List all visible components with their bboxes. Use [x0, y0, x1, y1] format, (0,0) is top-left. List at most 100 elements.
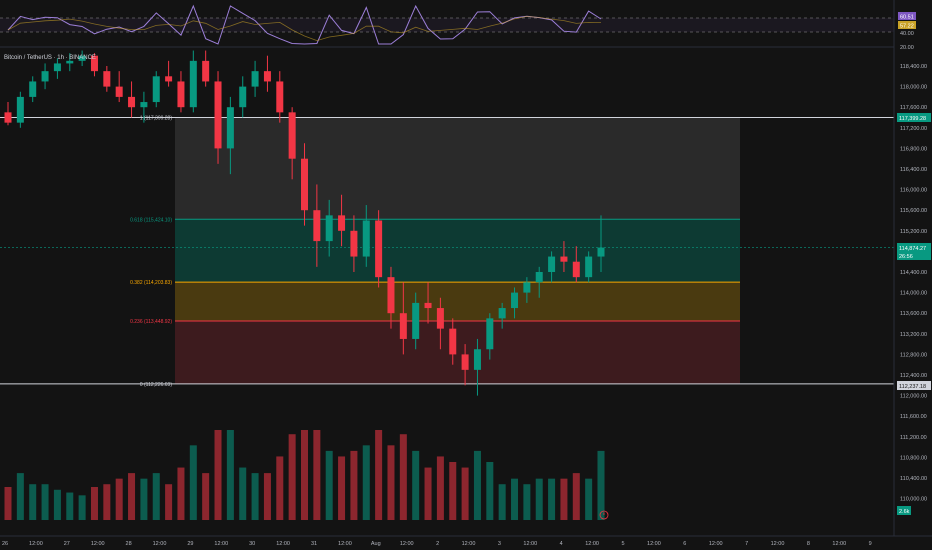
candle-body [387, 277, 395, 314]
price-tick-label: 116,400.00 [900, 167, 927, 173]
candle-body [375, 220, 383, 278]
price-axis-labels: 118,400.00 118,000.00 117,600.00 117,200.00… [900, 64, 927, 503]
fib-level-label: 1 (117,399.28) [140, 116, 172, 122]
volume-bar [585, 478, 593, 520]
volume-bar [473, 450, 481, 520]
volume-bar [424, 467, 432, 520]
current-price-label: 114,874.27 [899, 246, 926, 252]
volume-bar [523, 484, 531, 520]
price-axis[interactable] [894, 0, 932, 536]
time-tick-label: 5 [621, 541, 624, 547]
volume-bar [399, 434, 407, 520]
rsi-value-tag [898, 12, 916, 20]
volume-bar [4, 487, 12, 520]
candle-body [276, 81, 284, 113]
volume-bar [165, 484, 173, 520]
clock-icon[interactable] [599, 510, 609, 520]
volume-bar [375, 430, 383, 520]
fib-zone [175, 282, 740, 321]
volume-bar [90, 487, 98, 520]
volume-bar [202, 473, 210, 520]
volume-bar [276, 456, 284, 520]
volume-bar [387, 445, 395, 520]
rsi-pane [0, 0, 894, 46]
time-tick-label: 29 [187, 541, 193, 547]
time-tick-label: 12:00 [153, 541, 167, 547]
time-axis[interactable] [0, 536, 932, 550]
fib-level-label: 0.382 (114,203.83) [130, 280, 172, 286]
candle-body [412, 302, 420, 339]
symbol-title: Bitcoin / TetherUS · 1h · BINANCE [4, 55, 96, 61]
time-tick-label: 12:00 [462, 541, 476, 547]
fib-level-label: 0.618 (115,424.10) [130, 217, 172, 223]
price-tick-label: 118,000.00 [900, 85, 927, 91]
price-tick-label: 112,400.00 [900, 373, 927, 379]
candle-body [90, 55, 98, 72]
fib-bottom-price-tag [897, 381, 931, 390]
rsi-line [7, 4, 602, 45]
volume-bar [29, 484, 37, 520]
time-tick-label: 28 [126, 541, 132, 547]
candle-body [572, 261, 580, 278]
candle-body [16, 96, 24, 123]
fib-top-price-label: 117,399.28 [899, 116, 926, 122]
volume-bar [560, 478, 568, 520]
volume-bar [412, 450, 420, 520]
time-tick-label: 31 [311, 541, 317, 547]
candle-body [251, 71, 259, 87]
candle-body [103, 71, 111, 87]
candle-body [424, 302, 432, 309]
volume-bar [251, 473, 259, 520]
current-price-tag [897, 243, 931, 260]
volume-bar [16, 473, 24, 520]
candle-body [560, 256, 568, 262]
candle-body [177, 81, 185, 108]
volume-bar [535, 478, 543, 520]
price-tick-label: 110,000.00 [900, 497, 927, 503]
time-tick-label: 12:00 [523, 541, 537, 547]
fib-zone [175, 320, 740, 384]
volume-bar [103, 484, 111, 520]
rsi-level-40-label: 40.00 [900, 31, 914, 37]
rsi-value-label: 60.51 [900, 15, 914, 21]
candle-body [511, 292, 519, 309]
price-tick-label: 112,800.00 [900, 352, 927, 358]
candle-body [325, 215, 333, 242]
fib-level-label: 0.236 (113,448.92) [130, 319, 172, 325]
volume-bar [436, 456, 444, 520]
price-tick-label: 115,600.00 [900, 208, 927, 214]
candle-body [226, 107, 234, 149]
candle-body [362, 220, 370, 257]
time-tick-label: 12:00 [771, 541, 785, 547]
price-tick-label: 117,600.00 [900, 105, 927, 111]
volume-bar [263, 473, 271, 520]
price-tick-label: 110,800.00 [900, 455, 927, 461]
time-tick-label: Aug [371, 541, 381, 547]
volume-bar [511, 478, 519, 520]
time-tick-label: 12:00 [276, 541, 290, 547]
candle-body [4, 112, 12, 123]
fib-zone [175, 117, 740, 220]
fib-retracement[interactable]: 1 (117,399.28) 0.618 (115,424.10) 0.382 (1… [0, 116, 894, 388]
price-tick-label: 111,200.00 [900, 435, 927, 441]
volume-bar [152, 473, 160, 520]
time-tick-label: 12:00 [585, 541, 599, 547]
candle-body [263, 71, 271, 82]
candle-body [523, 282, 531, 293]
rsi-level-20-label: 20.00 [900, 45, 914, 51]
volume-bar [498, 484, 506, 520]
price-tick-label: 114,400.00 [900, 270, 927, 276]
volume-bar [66, 492, 74, 520]
volume-bar [214, 430, 222, 520]
candle-body [214, 81, 222, 149]
candle-body [535, 272, 543, 283]
price-tick-label: 114,000.00 [900, 291, 927, 297]
candle-body [449, 328, 457, 355]
volume-bar [41, 484, 49, 520]
price-tick-label: 116,000.00 [900, 188, 927, 194]
price-tick-label: 118,400.00 [900, 64, 927, 70]
candle-body [498, 308, 506, 319]
volume-bar [115, 478, 123, 520]
time-tick-label: 8 [807, 541, 810, 547]
